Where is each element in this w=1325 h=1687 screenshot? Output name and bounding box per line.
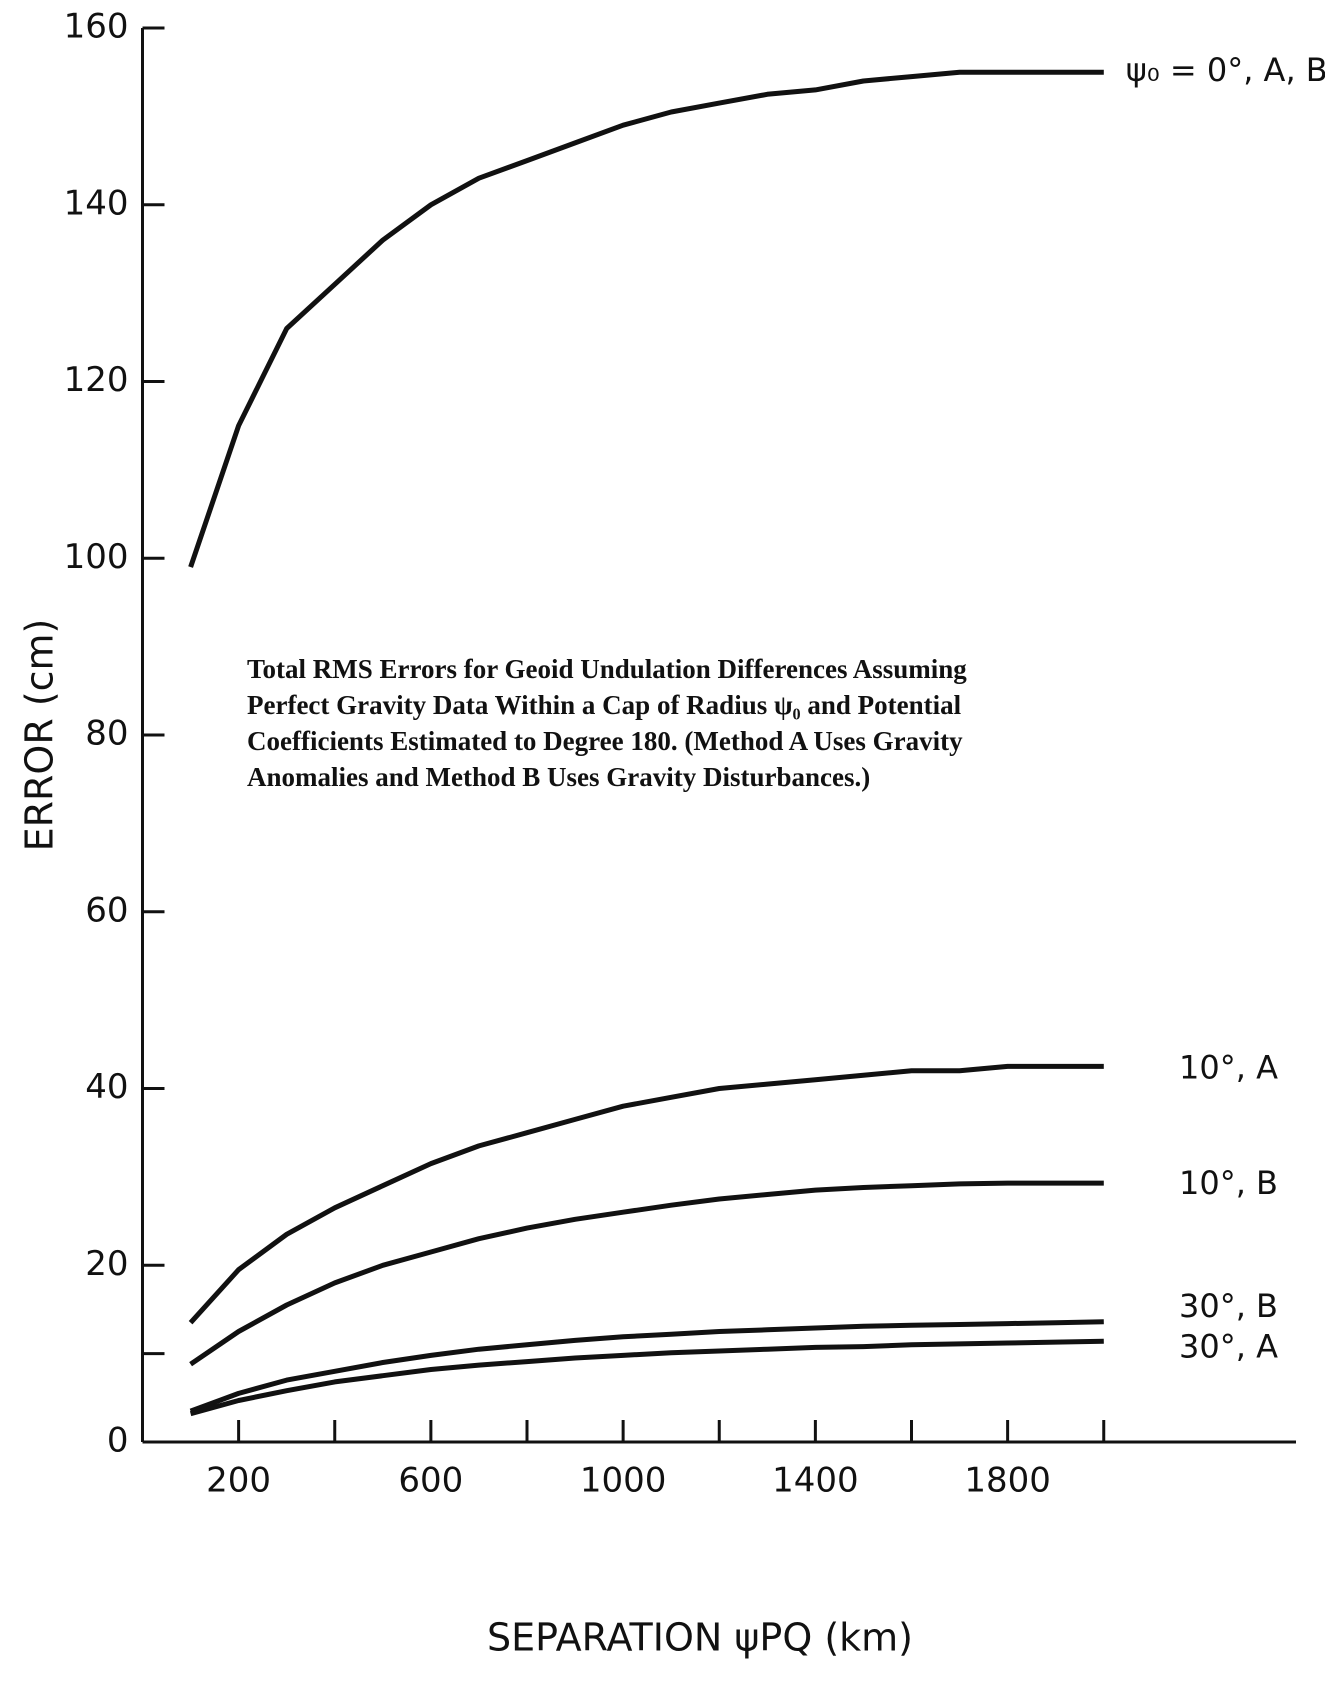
y-tick-label: 120 <box>64 360 129 400</box>
y-tick-label: 0 <box>107 1421 129 1461</box>
x-tick-label: 1800 <box>964 1461 1051 1501</box>
x-tick-label: 1400 <box>772 1461 859 1501</box>
y-axis-label: ERROR (cm) <box>18 619 62 852</box>
curve <box>189 1180 1104 1367</box>
curve <box>188 69 1104 568</box>
x-tick-label: 600 <box>398 1461 463 1501</box>
curve-label: ψ₀ = 0°, A, B <box>1126 51 1325 89</box>
y-tick-label: 100 <box>64 537 129 577</box>
x-tick-label: 1000 <box>580 1461 667 1501</box>
curve <box>188 1063 1104 1325</box>
x-axis-label: SEPARATION ψPQ (km) <box>487 1616 913 1660</box>
curve <box>189 1338 1104 1417</box>
y-tick-label: 20 <box>85 1244 128 1284</box>
y-tick-label: 80 <box>85 714 128 754</box>
annotation: Coefficients Estimated to Degree 180. (M… <box>247 726 963 756</box>
curve-label: 10°, B <box>1179 1164 1278 1202</box>
y-tick-label: 60 <box>85 890 128 930</box>
y-tick-label: 160 <box>64 7 129 47</box>
y-tick-label: 140 <box>64 183 129 223</box>
curve <box>189 1319 1104 1414</box>
curve-label: 10°, A <box>1179 1048 1278 1086</box>
curve-label: 30°, A <box>1179 1327 1278 1365</box>
x-tick-label: 200 <box>206 1461 271 1501</box>
annotation: Anomalies and Method B Uses Gravity Dist… <box>247 762 870 792</box>
annotation: Perfect Gravity Data Within a Cap of Rad… <box>247 690 962 720</box>
annotation: Total RMS Errors for Geoid Undulation Di… <box>247 654 967 684</box>
y-tick-label: 40 <box>85 1067 128 1107</box>
curve-label: 30°, B <box>1179 1287 1278 1325</box>
